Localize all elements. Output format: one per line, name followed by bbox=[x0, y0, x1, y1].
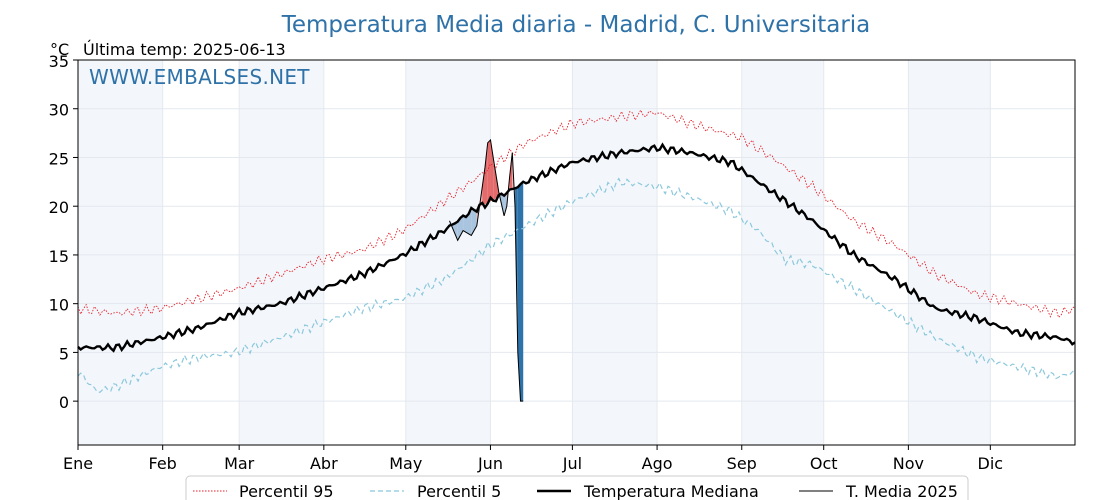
fill-below-median bbox=[517, 184, 521, 402]
x-tick-label: Mar bbox=[224, 454, 255, 473]
y-tick-label: 5 bbox=[59, 344, 69, 363]
fill-above-median bbox=[487, 139, 491, 203]
fill-above-median bbox=[484, 142, 488, 205]
y-tick-label: 15 bbox=[49, 247, 69, 266]
x-tick-label: May bbox=[389, 454, 422, 473]
x-tick-label: Sep bbox=[727, 454, 757, 473]
y-tick-label: 25 bbox=[49, 149, 69, 168]
month-band bbox=[78, 60, 163, 445]
series-lines bbox=[77, 109, 1076, 402]
x-tick-label: Jul bbox=[562, 454, 582, 473]
fill-above-median bbox=[482, 167, 485, 206]
y-tick-label: 35 bbox=[49, 52, 69, 71]
y-tick-label: 10 bbox=[49, 296, 69, 315]
legend-label-p95: Percentil 95 bbox=[239, 482, 334, 500]
x-tick-label: Abr bbox=[310, 454, 338, 473]
legend-label-median: Temperatura Mediana bbox=[583, 482, 759, 500]
x-tick-label: Oct bbox=[810, 454, 838, 473]
x-tick-label: Dic bbox=[978, 454, 1004, 473]
month-band bbox=[908, 60, 991, 445]
month-band bbox=[239, 60, 324, 445]
last-temp-label: Última temp: 2025-06-13 bbox=[83, 40, 286, 59]
x-tick-label: Ago bbox=[642, 454, 673, 473]
x-tick-label: Jun bbox=[477, 454, 503, 473]
x-axis-ticks: Ene Feb Mar Abr May Jun Jul Ago Sep Oct Nov Dic bbox=[63, 445, 1003, 473]
legend-label-2025: T. Media 2025 bbox=[845, 482, 958, 500]
x-tick-label: Nov bbox=[893, 454, 924, 473]
chart-title: Temperatura Media diaria - Madrid, C. Un… bbox=[281, 12, 871, 38]
plot-frame bbox=[77, 59, 1076, 446]
month-band bbox=[741, 60, 824, 445]
fill-below-median bbox=[504, 192, 507, 216]
month-band bbox=[405, 60, 491, 445]
series-percentil-5 bbox=[77, 177, 1076, 393]
fill-below-median bbox=[471, 208, 477, 236]
series-t-media-2025 bbox=[449, 138, 524, 402]
y-axis-ticks: 0 5 10 15 20 25 30 35 bbox=[49, 52, 78, 412]
fill-below-median bbox=[457, 216, 464, 241]
series-percentil-95 bbox=[77, 109, 1076, 319]
y-tick-label: 0 bbox=[59, 393, 69, 412]
y-tick-label: 30 bbox=[49, 101, 69, 120]
unit-label: °C bbox=[50, 40, 69, 59]
month-shading bbox=[78, 60, 991, 445]
month-band bbox=[572, 60, 658, 445]
fill-below-median bbox=[520, 183, 524, 402]
series-temperatura-mediana bbox=[77, 142, 1076, 353]
grid-lines bbox=[77, 59, 1075, 445]
legend-box bbox=[185, 475, 969, 500]
legend: Percentil 95 Percentil 5 Temperatura Med… bbox=[185, 475, 969, 500]
watermark: WWW.EMBALSES.NET bbox=[89, 65, 310, 89]
y-tick-label: 20 bbox=[49, 198, 69, 217]
x-tick-label: Ene bbox=[63, 454, 93, 473]
x-tick-label: Feb bbox=[149, 454, 177, 473]
legend-label-p5: Percentil 5 bbox=[417, 482, 501, 500]
